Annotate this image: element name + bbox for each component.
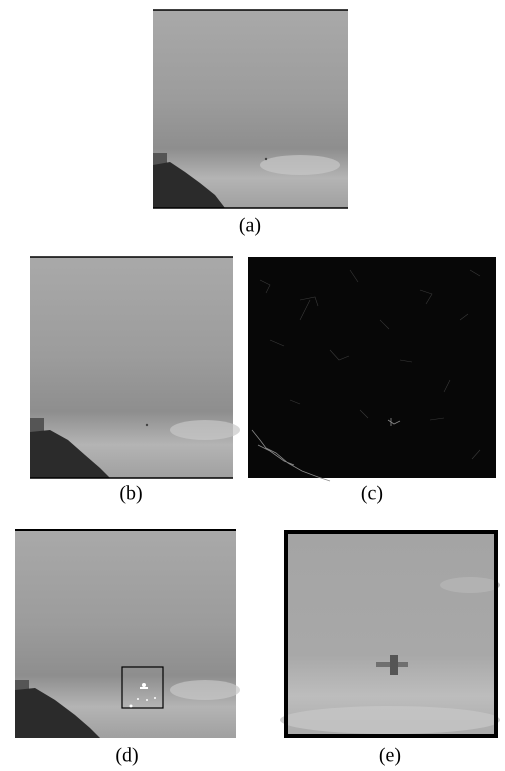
panel-c: (c) bbox=[248, 257, 496, 505]
caption: (e) bbox=[379, 745, 401, 767]
panel-e: (e) bbox=[280, 530, 500, 767]
caption: (b) bbox=[119, 483, 142, 505]
caption: (c) bbox=[361, 483, 383, 505]
caption: (d) bbox=[115, 745, 138, 767]
panel-b: (b) bbox=[30, 257, 240, 505]
panel-a: (a) bbox=[153, 10, 348, 237]
figure: (a) (b) (c) bbox=[0, 0, 505, 771]
caption: (a) bbox=[239, 215, 261, 237]
panel-d: (d) bbox=[15, 530, 240, 767]
